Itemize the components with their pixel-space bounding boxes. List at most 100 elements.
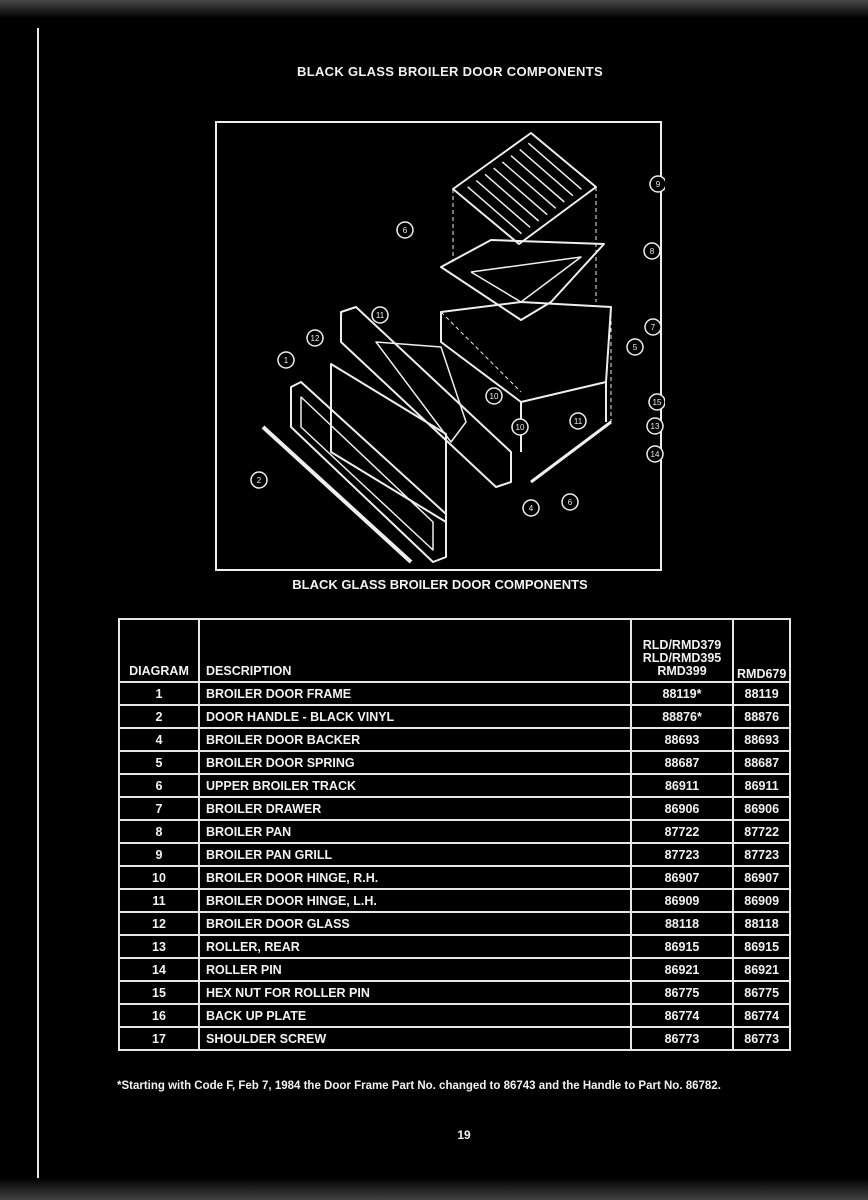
grill-bar <box>519 148 574 197</box>
cell-part-b: 86906 <box>731 796 792 821</box>
grill-bar <box>501 161 557 209</box>
cell-part-b: 86909 <box>731 888 792 913</box>
callout: 6 <box>396 221 414 239</box>
cell-part-b: 88687 <box>731 750 792 775</box>
callout: 8 <box>643 242 661 260</box>
exploded-diagram: 9 8 6 11 12 1 7 5 10 10 11 15 13 14 2 4 6 <box>215 121 665 571</box>
cell-diagram: 4 <box>118 727 200 752</box>
page-number: 19 <box>457 1128 471 1142</box>
callout-number: 2 <box>257 476 262 485</box>
callout-circle <box>646 417 664 435</box>
callout: 15 <box>648 393 665 411</box>
table-row: 7 BROILER DRAWER 86906 86906 <box>118 796 792 821</box>
callout-circle <box>485 387 503 405</box>
cell-description: BROILER DRAWER <box>198 796 632 821</box>
cell-part-a: 86915 <box>630 934 734 959</box>
callout-number: 10 <box>490 392 499 401</box>
cell-part-b: 86911 <box>731 773 792 798</box>
page-title: BLACK GLASS BROILER DOOR COMPONENTS <box>297 64 603 79</box>
cell-part-a: 87723 <box>630 842 734 867</box>
cell-part-a: 86911 <box>630 773 734 798</box>
callout-circle <box>646 445 664 463</box>
callout-circle <box>569 412 587 430</box>
exploded-diagram-drawing: 9 8 6 11 12 1 7 5 10 10 11 15 13 14 2 4 6 <box>250 132 665 564</box>
grill-bar <box>510 155 565 203</box>
cell-part-a: 86773 <box>630 1026 734 1051</box>
callout-circle <box>277 351 295 369</box>
cell-description: BROILER DOOR FRAME <box>198 681 632 706</box>
cell-description: BROILER PAN <box>198 819 632 844</box>
callout: 1 <box>277 351 295 369</box>
page-left-rule <box>37 28 39 1178</box>
table-row: 10 BROILER DOOR HINGE, R.H. 86907 86907 <box>118 865 792 890</box>
callout: 2 <box>250 471 268 489</box>
cell-part-a: 86907 <box>630 865 734 890</box>
callout: 4 <box>522 499 540 517</box>
cell-part-b: 88119 <box>731 681 792 706</box>
cell-description: BACK UP PLATE <box>198 1003 632 1028</box>
cell-part-a: 86906 <box>630 796 734 821</box>
cell-part-b: 86773 <box>731 1026 792 1051</box>
cell-description: UPPER BROILER TRACK <box>198 773 632 798</box>
callout: 14 <box>646 445 664 463</box>
callout-number: 1 <box>284 356 289 365</box>
broiler-door-backer <box>340 306 512 488</box>
cell-description: BROILER PAN GRILL <box>198 842 632 867</box>
table-row: 4 BROILER DOOR BACKER 88693 88693 <box>118 727 792 752</box>
callout-number: 11 <box>574 417 583 426</box>
table-row: 1 BROILER DOOR FRAME 88119* 88119 <box>118 681 792 706</box>
cell-part-a: 88687 <box>630 750 734 775</box>
grill-bar <box>484 173 540 222</box>
callout: 7 <box>644 318 662 336</box>
cell-part-a: 86921 <box>630 957 734 982</box>
cell-part-b: 86775 <box>731 980 792 1005</box>
callout: 9 <box>649 175 665 193</box>
grill-bar <box>475 179 531 228</box>
cell-description: BROILER DOOR HINGE, R.H. <box>198 865 632 890</box>
cell-part-a: 88119* <box>630 681 734 706</box>
callout-circle <box>250 471 268 489</box>
cell-diagram: 13 <box>118 934 200 959</box>
callout: 5 <box>626 338 644 356</box>
cell-part-a: 88118 <box>630 911 734 936</box>
grill-bar <box>493 167 548 216</box>
cell-diagram: 11 <box>118 888 200 913</box>
cell-part-a: 86909 <box>630 888 734 913</box>
table-row: 14 ROLLER PIN 86921 86921 <box>118 957 792 982</box>
scan-edge-top <box>0 0 868 18</box>
callout-circle <box>644 318 662 336</box>
header-a-line1: RLD/RMD379 <box>642 638 722 652</box>
cell-diagram: 9 <box>118 842 200 867</box>
footnote: *Starting with Code F, Feb 7, 1984 the D… <box>117 1080 721 1092</box>
cell-part-b: 87722 <box>731 819 792 844</box>
cell-diagram: 1 <box>118 681 200 706</box>
callout-circle <box>643 242 661 260</box>
callout-circle <box>396 221 414 239</box>
cell-part-a: 88693 <box>630 727 734 752</box>
door-handle <box>261 425 413 564</box>
callout-number: 6 <box>568 498 573 507</box>
callout-circle <box>511 418 529 436</box>
callout-number: 5 <box>633 343 638 352</box>
cell-diagram: 8 <box>118 819 200 844</box>
callout-circle <box>626 338 644 356</box>
table-header-row: DIAGRAM DESCRIPTION RLD/RMD379 RLD/RMD39… <box>118 618 792 683</box>
cell-diagram: 12 <box>118 911 200 936</box>
cell-part-b: 87723 <box>731 842 792 867</box>
table-row: 11 BROILER DOOR HINGE, L.H. 86909 86909 <box>118 888 792 913</box>
cell-part-a: 87722 <box>630 819 734 844</box>
broiler-pan-grill <box>452 132 597 245</box>
cell-diagram: 14 <box>118 957 200 982</box>
cell-part-b: 88118 <box>731 911 792 936</box>
header-a-line3: RMD399 <box>657 664 707 678</box>
callout-circle <box>371 306 389 324</box>
cell-diagram: 17 <box>118 1026 200 1051</box>
cell-description: BROILER DOOR BACKER <box>198 727 632 752</box>
callout: 10 <box>511 418 529 436</box>
cell-description: BROILER DOOR GLASS <box>198 911 632 936</box>
header-description: DESCRIPTION <box>198 618 632 683</box>
cell-diagram: 10 <box>118 865 200 890</box>
cell-diagram: 15 <box>118 980 200 1005</box>
cell-diagram: 2 <box>118 704 200 729</box>
table-row: 2 DOOR HANDLE - BLACK VINYL 88876* 88876 <box>118 704 792 729</box>
